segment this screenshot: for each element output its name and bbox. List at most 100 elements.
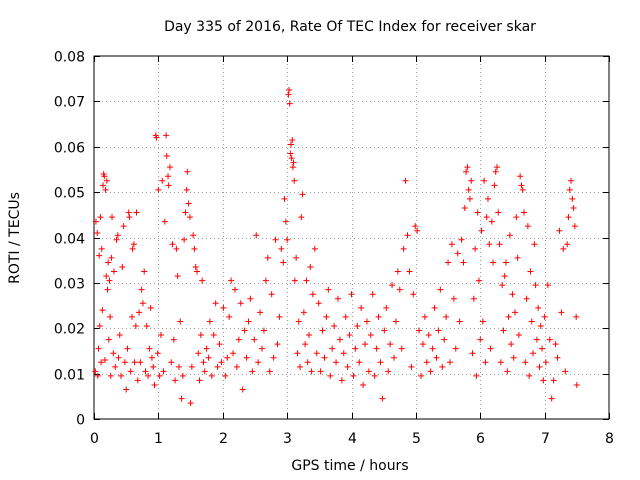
data-point <box>284 236 291 243</box>
data-point <box>159 177 166 184</box>
data-point <box>484 195 491 202</box>
data-point <box>187 400 194 407</box>
data-point <box>495 209 502 216</box>
data-point <box>479 318 486 325</box>
data-point <box>427 368 434 375</box>
axis-ticks: 0 0.01 0.02 0.03 0.04 0.05 0.06 0.07 0.08 0 1 2 3 4 5 6… <box>54 50 614 448</box>
data-point <box>203 345 210 352</box>
data-point <box>477 336 484 343</box>
data-point <box>255 359 262 366</box>
data-point <box>124 345 131 352</box>
data-point <box>429 345 436 352</box>
data-point <box>540 377 547 384</box>
data-point <box>199 277 206 284</box>
data-point <box>416 327 423 334</box>
data-point <box>488 218 495 225</box>
y-tick-label: 0.02 <box>54 322 85 338</box>
y-tick-label: 0.01 <box>54 368 85 384</box>
data-point <box>441 336 448 343</box>
data-point <box>571 223 578 230</box>
data-point <box>307 263 314 270</box>
data-point <box>214 363 221 370</box>
data-point <box>245 318 252 325</box>
data-point <box>300 309 307 316</box>
data-point <box>188 363 195 370</box>
data-point <box>222 372 229 379</box>
data-point <box>272 236 279 243</box>
data-point <box>461 205 468 212</box>
data-point <box>558 309 565 316</box>
data-point <box>276 313 283 320</box>
data-point <box>323 313 330 320</box>
data-point <box>138 286 145 293</box>
data-point <box>363 318 370 325</box>
data-point <box>450 295 457 302</box>
data-point <box>293 254 300 261</box>
data-point <box>274 341 281 348</box>
data-point <box>344 363 351 370</box>
data-point <box>385 368 392 375</box>
data-point <box>115 354 122 361</box>
data-points <box>92 87 580 407</box>
data-point <box>156 372 163 379</box>
data-point <box>454 250 461 257</box>
data-point <box>100 182 107 189</box>
data-point <box>136 309 143 316</box>
data-point <box>528 318 535 325</box>
data-point <box>348 291 355 298</box>
data-point <box>302 341 309 348</box>
data-point <box>541 313 548 320</box>
data-point <box>406 268 413 275</box>
data-point <box>216 341 223 348</box>
data-point <box>313 350 320 357</box>
data-point <box>365 368 372 375</box>
data-point <box>165 173 172 180</box>
x-axis-label: GPS time / hours <box>291 458 408 474</box>
data-point <box>375 313 382 320</box>
data-point <box>253 232 260 239</box>
data-point <box>137 359 144 366</box>
data-point <box>524 223 531 230</box>
data-point <box>452 345 459 352</box>
x-tick-label: 3 <box>283 431 292 447</box>
data-point <box>387 341 394 348</box>
data-point <box>425 332 432 339</box>
data-point <box>510 354 517 361</box>
data-point <box>550 377 557 384</box>
data-point <box>394 268 401 275</box>
data-point <box>98 359 105 366</box>
data-point <box>102 186 109 193</box>
data-point <box>521 209 528 216</box>
data-point <box>169 241 176 248</box>
data-point <box>123 386 130 393</box>
data-point <box>377 359 384 366</box>
data-point <box>104 286 111 293</box>
data-point <box>121 359 128 366</box>
plot-frame <box>93 55 610 420</box>
data-point <box>460 259 467 266</box>
data-point <box>141 268 148 275</box>
data-point <box>481 177 488 184</box>
x-tick-label: 5 <box>412 431 421 447</box>
chart-title: Day 335 of 2016, Rate Of TEC Index for r… <box>164 19 536 35</box>
data-point <box>333 359 340 366</box>
data-point <box>573 381 580 388</box>
data-point <box>505 313 512 320</box>
data-point <box>134 377 141 384</box>
data-point <box>251 336 258 343</box>
data-point <box>435 327 442 334</box>
data-point <box>325 286 332 293</box>
data-point <box>390 354 397 361</box>
data-point <box>177 318 184 325</box>
data-point <box>496 241 503 248</box>
data-point <box>110 350 117 357</box>
data-point <box>371 372 378 379</box>
data-point <box>287 141 294 148</box>
data-point <box>334 295 341 302</box>
data-point <box>259 345 266 352</box>
data-point <box>92 218 99 225</box>
data-point <box>463 168 470 175</box>
data-point <box>533 336 540 343</box>
data-point <box>192 263 199 270</box>
